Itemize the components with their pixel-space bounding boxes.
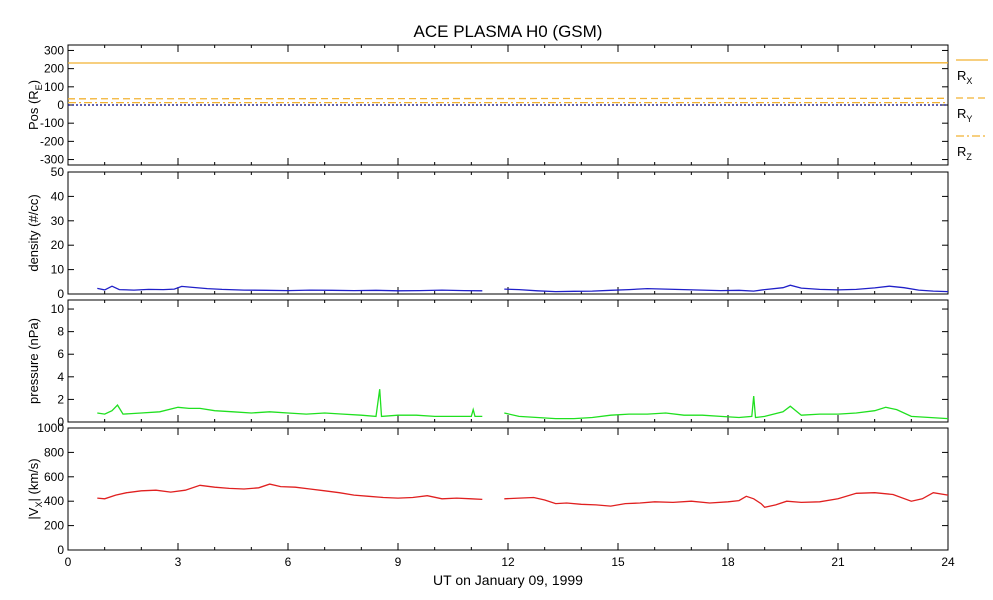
- y-tick-label: 1000: [37, 421, 64, 435]
- y-tick-label: 2: [57, 392, 64, 406]
- y-axis-label: |VX| (km/s): [26, 458, 44, 519]
- y-tick-label: 30: [51, 214, 65, 228]
- y-tick-label: 4: [57, 370, 64, 384]
- legend-label: RX: [957, 68, 972, 86]
- legend-label: RZ: [957, 144, 972, 162]
- chart-title: ACE PLASMA H0 (GSM): [414, 22, 603, 41]
- y-tick-label: 10: [51, 302, 65, 316]
- panel-frame: [67, 171, 949, 295]
- series-line-density: [97, 285, 483, 292]
- y-tick-label: 10: [51, 263, 65, 277]
- y-tick-label: 6: [57, 347, 64, 361]
- y-axis-label: pressure (nPa): [26, 318, 41, 404]
- y-tick-label: 8: [57, 325, 64, 339]
- y-tick-label: 400: [44, 494, 64, 508]
- x-tick-label: 24: [941, 555, 955, 569]
- series-line-ry: [67, 97, 949, 100]
- y-tick-label: -300: [40, 153, 64, 167]
- legend-label: RY: [957, 106, 972, 124]
- y-tick-label: 200: [44, 519, 64, 533]
- y-tick-label: 20: [51, 238, 65, 252]
- y-tick-label: 200: [44, 62, 64, 76]
- x-tick-label: 18: [721, 555, 735, 569]
- series-line-pressure: [504, 395, 949, 420]
- y-tick-label: -200: [40, 134, 64, 148]
- y-tick-label: 300: [44, 43, 64, 57]
- panel-frame: [67, 299, 949, 423]
- y-axis-label: density (#/cc): [26, 194, 41, 271]
- x-tick-label: 12: [501, 555, 515, 569]
- x-tick-label: 0: [65, 555, 72, 569]
- y-tick-label: 100: [44, 80, 64, 94]
- y-tick-label: 600: [44, 470, 64, 484]
- y-tick-label: 0: [57, 287, 64, 301]
- series-line-density: [504, 284, 949, 293]
- y-tick-label: 0: [57, 98, 64, 112]
- y-tick-label: 50: [51, 165, 65, 179]
- y-tick-label: 800: [44, 445, 64, 459]
- x-tick-label: 6: [285, 555, 292, 569]
- series-line-vx: [97, 483, 483, 501]
- series-line-pressure: [97, 389, 483, 418]
- y-tick-label: 0: [57, 415, 64, 429]
- x-tick-label: 15: [611, 555, 625, 569]
- x-tick-label: 3: [175, 555, 182, 569]
- y-tick-label: 40: [51, 189, 65, 203]
- x-tick-label: 9: [395, 555, 402, 569]
- x-tick-label: 21: [831, 555, 845, 569]
- panel-frame: [67, 427, 949, 551]
- x-axis-label: UT on January 09, 1999: [433, 572, 583, 588]
- y-tick-label: 0: [57, 543, 64, 557]
- y-axis-label: Pos (RE): [26, 80, 44, 130]
- series-line-vx: [504, 492, 949, 509]
- y-tick-label: -100: [40, 116, 64, 130]
